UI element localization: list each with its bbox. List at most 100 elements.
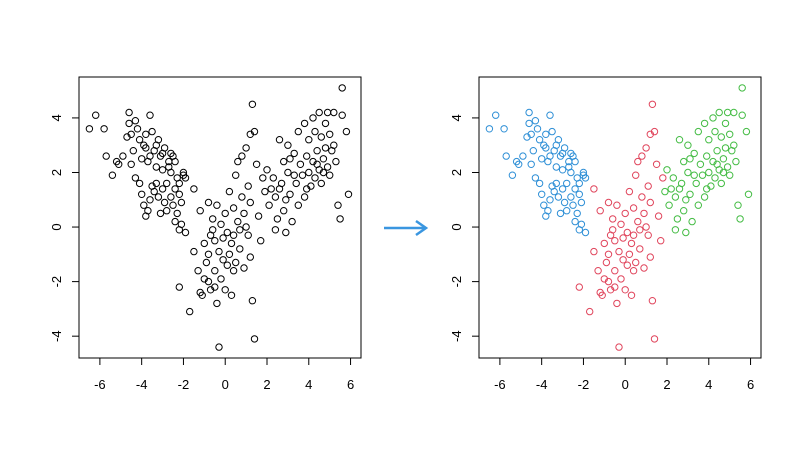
data-point: [217, 220, 225, 229]
data-point: [344, 190, 353, 199]
data-point: [171, 217, 179, 226]
data-point: [282, 228, 290, 237]
data-point: [675, 185, 684, 193]
data-point: [209, 215, 217, 223]
data-point: [694, 127, 702, 136]
data-point: [342, 127, 351, 136]
data-point: [165, 163, 173, 171]
data-point: [321, 119, 330, 128]
data-point: [181, 228, 190, 237]
data-point: [500, 125, 508, 133]
data-point: [554, 193, 563, 201]
data-point: [263, 166, 271, 174]
data-point: [736, 215, 744, 223]
data-point: [160, 198, 169, 207]
data-point: [698, 171, 707, 179]
x-tick-label: -2: [178, 377, 190, 392]
data-point: [558, 166, 567, 174]
data-point: [632, 258, 640, 267]
data-point: [167, 149, 175, 158]
data-point: [298, 171, 307, 179]
data-point: [732, 157, 740, 166]
x-tick-label: -4: [136, 377, 148, 392]
data-point: [271, 193, 280, 201]
data-point: [673, 215, 682, 223]
data-point: [519, 152, 527, 160]
x-tick-label: 4: [305, 377, 312, 392]
data-point: [323, 163, 332, 171]
data-point: [717, 179, 725, 188]
data-point: [717, 133, 725, 141]
data-point: [640, 264, 648, 272]
data-point: [623, 261, 631, 269]
data-point: [238, 193, 246, 201]
data-point: [650, 335, 659, 343]
data-point: [140, 201, 148, 209]
data-point: [669, 174, 677, 182]
data-point: [550, 187, 558, 196]
data-point: [567, 193, 575, 201]
data-point: [625, 187, 634, 196]
data-point: [311, 174, 319, 182]
x-tick-label: 0: [222, 377, 229, 392]
data-point: [129, 147, 138, 155]
data-point: [248, 100, 257, 109]
data-point: [529, 147, 537, 155]
data-point: [558, 149, 567, 158]
y-tick-label: 0: [49, 223, 64, 230]
data-point: [629, 267, 638, 275]
data-point: [742, 127, 751, 136]
data-point: [730, 141, 738, 149]
data-point: [485, 125, 494, 133]
x-tick-label: 0: [622, 377, 629, 392]
data-point: [303, 152, 311, 160]
data-point: [581, 174, 590, 182]
data-point: [221, 209, 229, 218]
data-point: [177, 198, 186, 207]
data-point: [700, 193, 709, 201]
data-point: [146, 196, 154, 204]
data-point: [144, 207, 152, 215]
data-point: [723, 108, 732, 117]
data-point: [726, 171, 734, 179]
data-point: [280, 207, 288, 215]
data-point: [596, 207, 604, 215]
data-point: [738, 84, 746, 92]
data-point: [200, 275, 209, 283]
data-point: [227, 291, 236, 299]
data-point: [667, 185, 675, 193]
data-point: [700, 119, 709, 128]
data-point: [567, 149, 575, 158]
data-point: [611, 237, 619, 245]
data-point: [609, 215, 617, 223]
data-point: [119, 152, 127, 160]
data-point: [680, 157, 688, 166]
x-tick-label: -4: [536, 377, 548, 392]
data-point: [705, 168, 713, 177]
data-point: [250, 335, 259, 343]
data-point: [171, 157, 179, 166]
data-point: [154, 193, 163, 201]
data-point: [309, 114, 317, 122]
data-point: [713, 160, 721, 169]
data-point: [644, 182, 652, 190]
data-point: [200, 239, 209, 248]
data-point: [711, 127, 719, 136]
data-point: [244, 182, 252, 190]
data-point: [709, 114, 717, 122]
data-point: [563, 207, 571, 215]
data-point: [508, 171, 517, 179]
data-point: [175, 190, 184, 199]
data-point: [190, 185, 198, 193]
data-point: [257, 237, 265, 245]
data-point: [744, 190, 753, 199]
data-point: [671, 226, 680, 234]
data-point: [332, 157, 340, 166]
data-point: [652, 160, 661, 169]
data-point: [560, 198, 569, 207]
data-point: [686, 155, 694, 163]
data-point: [225, 250, 234, 259]
data-point: [234, 217, 242, 226]
data-point: [594, 267, 602, 275]
data-point: [236, 245, 244, 253]
